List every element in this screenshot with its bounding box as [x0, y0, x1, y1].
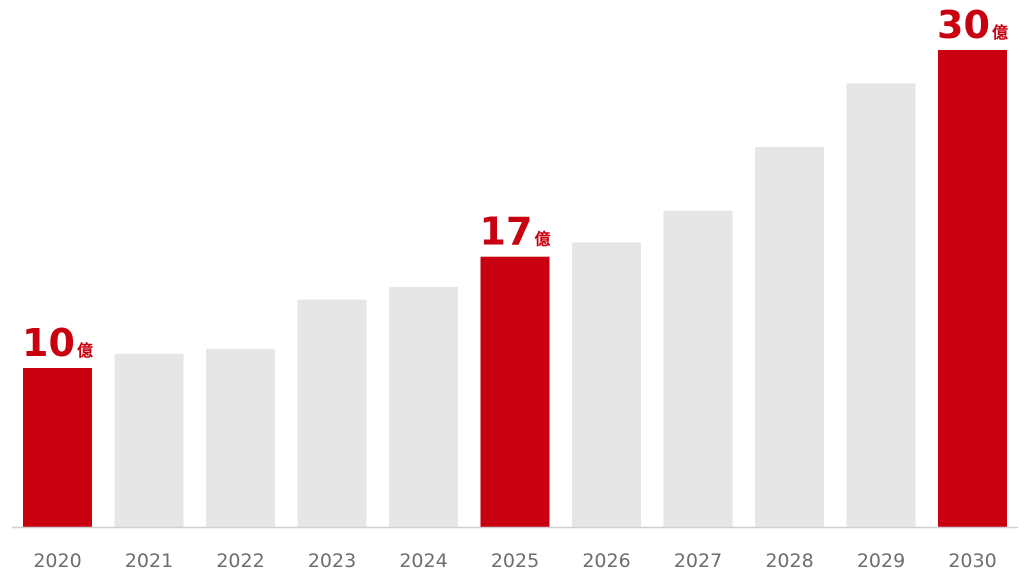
bar-2023 [297, 299, 367, 527]
data-label-unit-2020: 億 [77, 341, 93, 360]
x-tick-label-2026: 2026 [582, 550, 630, 572]
x-tick-label-2023: 2023 [308, 550, 356, 572]
data-label-unit-2030: 億 [992, 23, 1008, 42]
x-tick-label-2020: 2020 [33, 550, 81, 572]
bar-2026 [572, 242, 641, 527]
bar-2028 [755, 147, 824, 527]
bar-2021 [114, 353, 184, 527]
x-tick-labels: 2020 2021 2022 2023 2024 2025 2026 2027 2028 2029… [33, 550, 996, 572]
data-label-value-2020: 10 [22, 321, 75, 365]
bar-2022 [206, 348, 275, 527]
bars-group [23, 50, 1007, 528]
data-labels: 10 億17 億30 億 [22, 3, 1008, 365]
x-tick-label-2029: 2029 [857, 550, 905, 572]
x-tick-label-2022: 2022 [216, 550, 264, 572]
data-label-value-2025: 17 [480, 210, 533, 254]
x-tick-label-2021: 2021 [125, 550, 173, 572]
bar-2024 [389, 286, 458, 527]
data-label-2020: 10 億 [22, 321, 93, 365]
x-tick-label-2030: 2030 [948, 550, 996, 572]
data-label-value-2030: 30 [937, 3, 990, 47]
bar-2020 [23, 368, 92, 527]
x-tick-label-2028: 2028 [765, 550, 813, 572]
bar-2025 [480, 256, 550, 527]
data-label-2025: 17 億 [480, 210, 551, 254]
x-tick-label-2027: 2027 [674, 550, 722, 572]
data-label-unit-2025: 億 [534, 230, 550, 249]
bar-2030 [938, 50, 1007, 527]
data-label-2030: 30 億 [937, 3, 1008, 47]
x-tick-label-2025: 2025 [491, 550, 539, 572]
bar-2027 [663, 210, 733, 527]
bar-2029 [846, 83, 916, 528]
x-tick-label-2024: 2024 [399, 550, 447, 572]
